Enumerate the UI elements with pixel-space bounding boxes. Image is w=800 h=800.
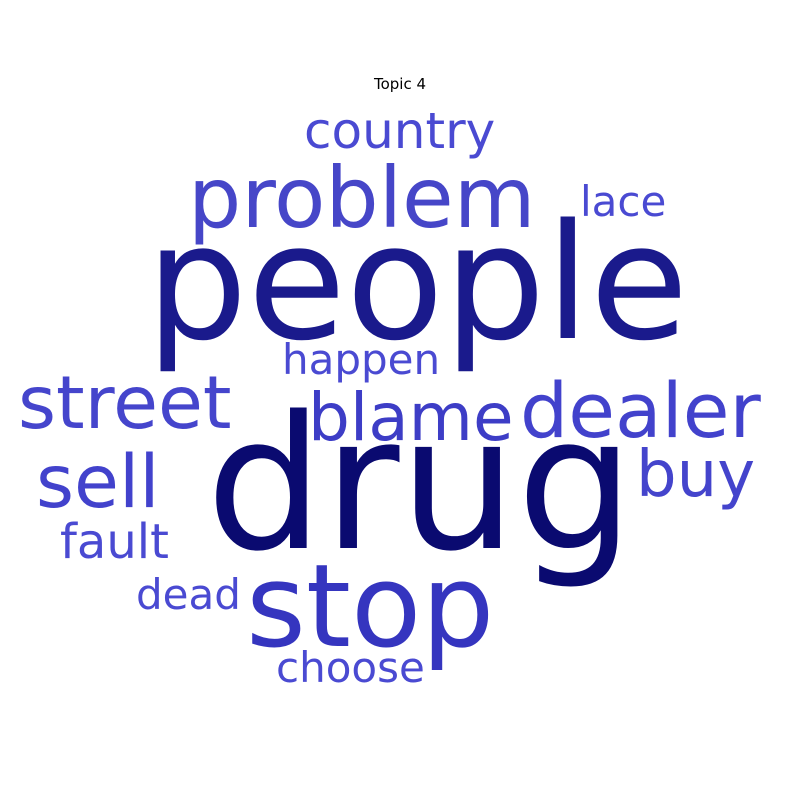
- word-blame: blame: [308, 379, 514, 456]
- word-sell: sell: [36, 440, 160, 525]
- word-problem: problem: [188, 149, 536, 247]
- word-lace: lace: [580, 177, 666, 226]
- word-people: people: [146, 189, 688, 376]
- word-fault: fault: [60, 514, 169, 570]
- word-dealer: dealer: [520, 366, 761, 455]
- word-street: street: [18, 361, 232, 446]
- word-dead: dead: [136, 570, 241, 619]
- word-buy: buy: [636, 438, 755, 512]
- word-stop: stop: [246, 540, 494, 674]
- chart-title: Topic 4: [373, 75, 427, 93]
- word-happen: happen: [282, 335, 440, 384]
- word-choose: choose: [276, 643, 425, 692]
- word-drug: drug: [206, 376, 634, 592]
- word-country: country: [304, 102, 495, 160]
